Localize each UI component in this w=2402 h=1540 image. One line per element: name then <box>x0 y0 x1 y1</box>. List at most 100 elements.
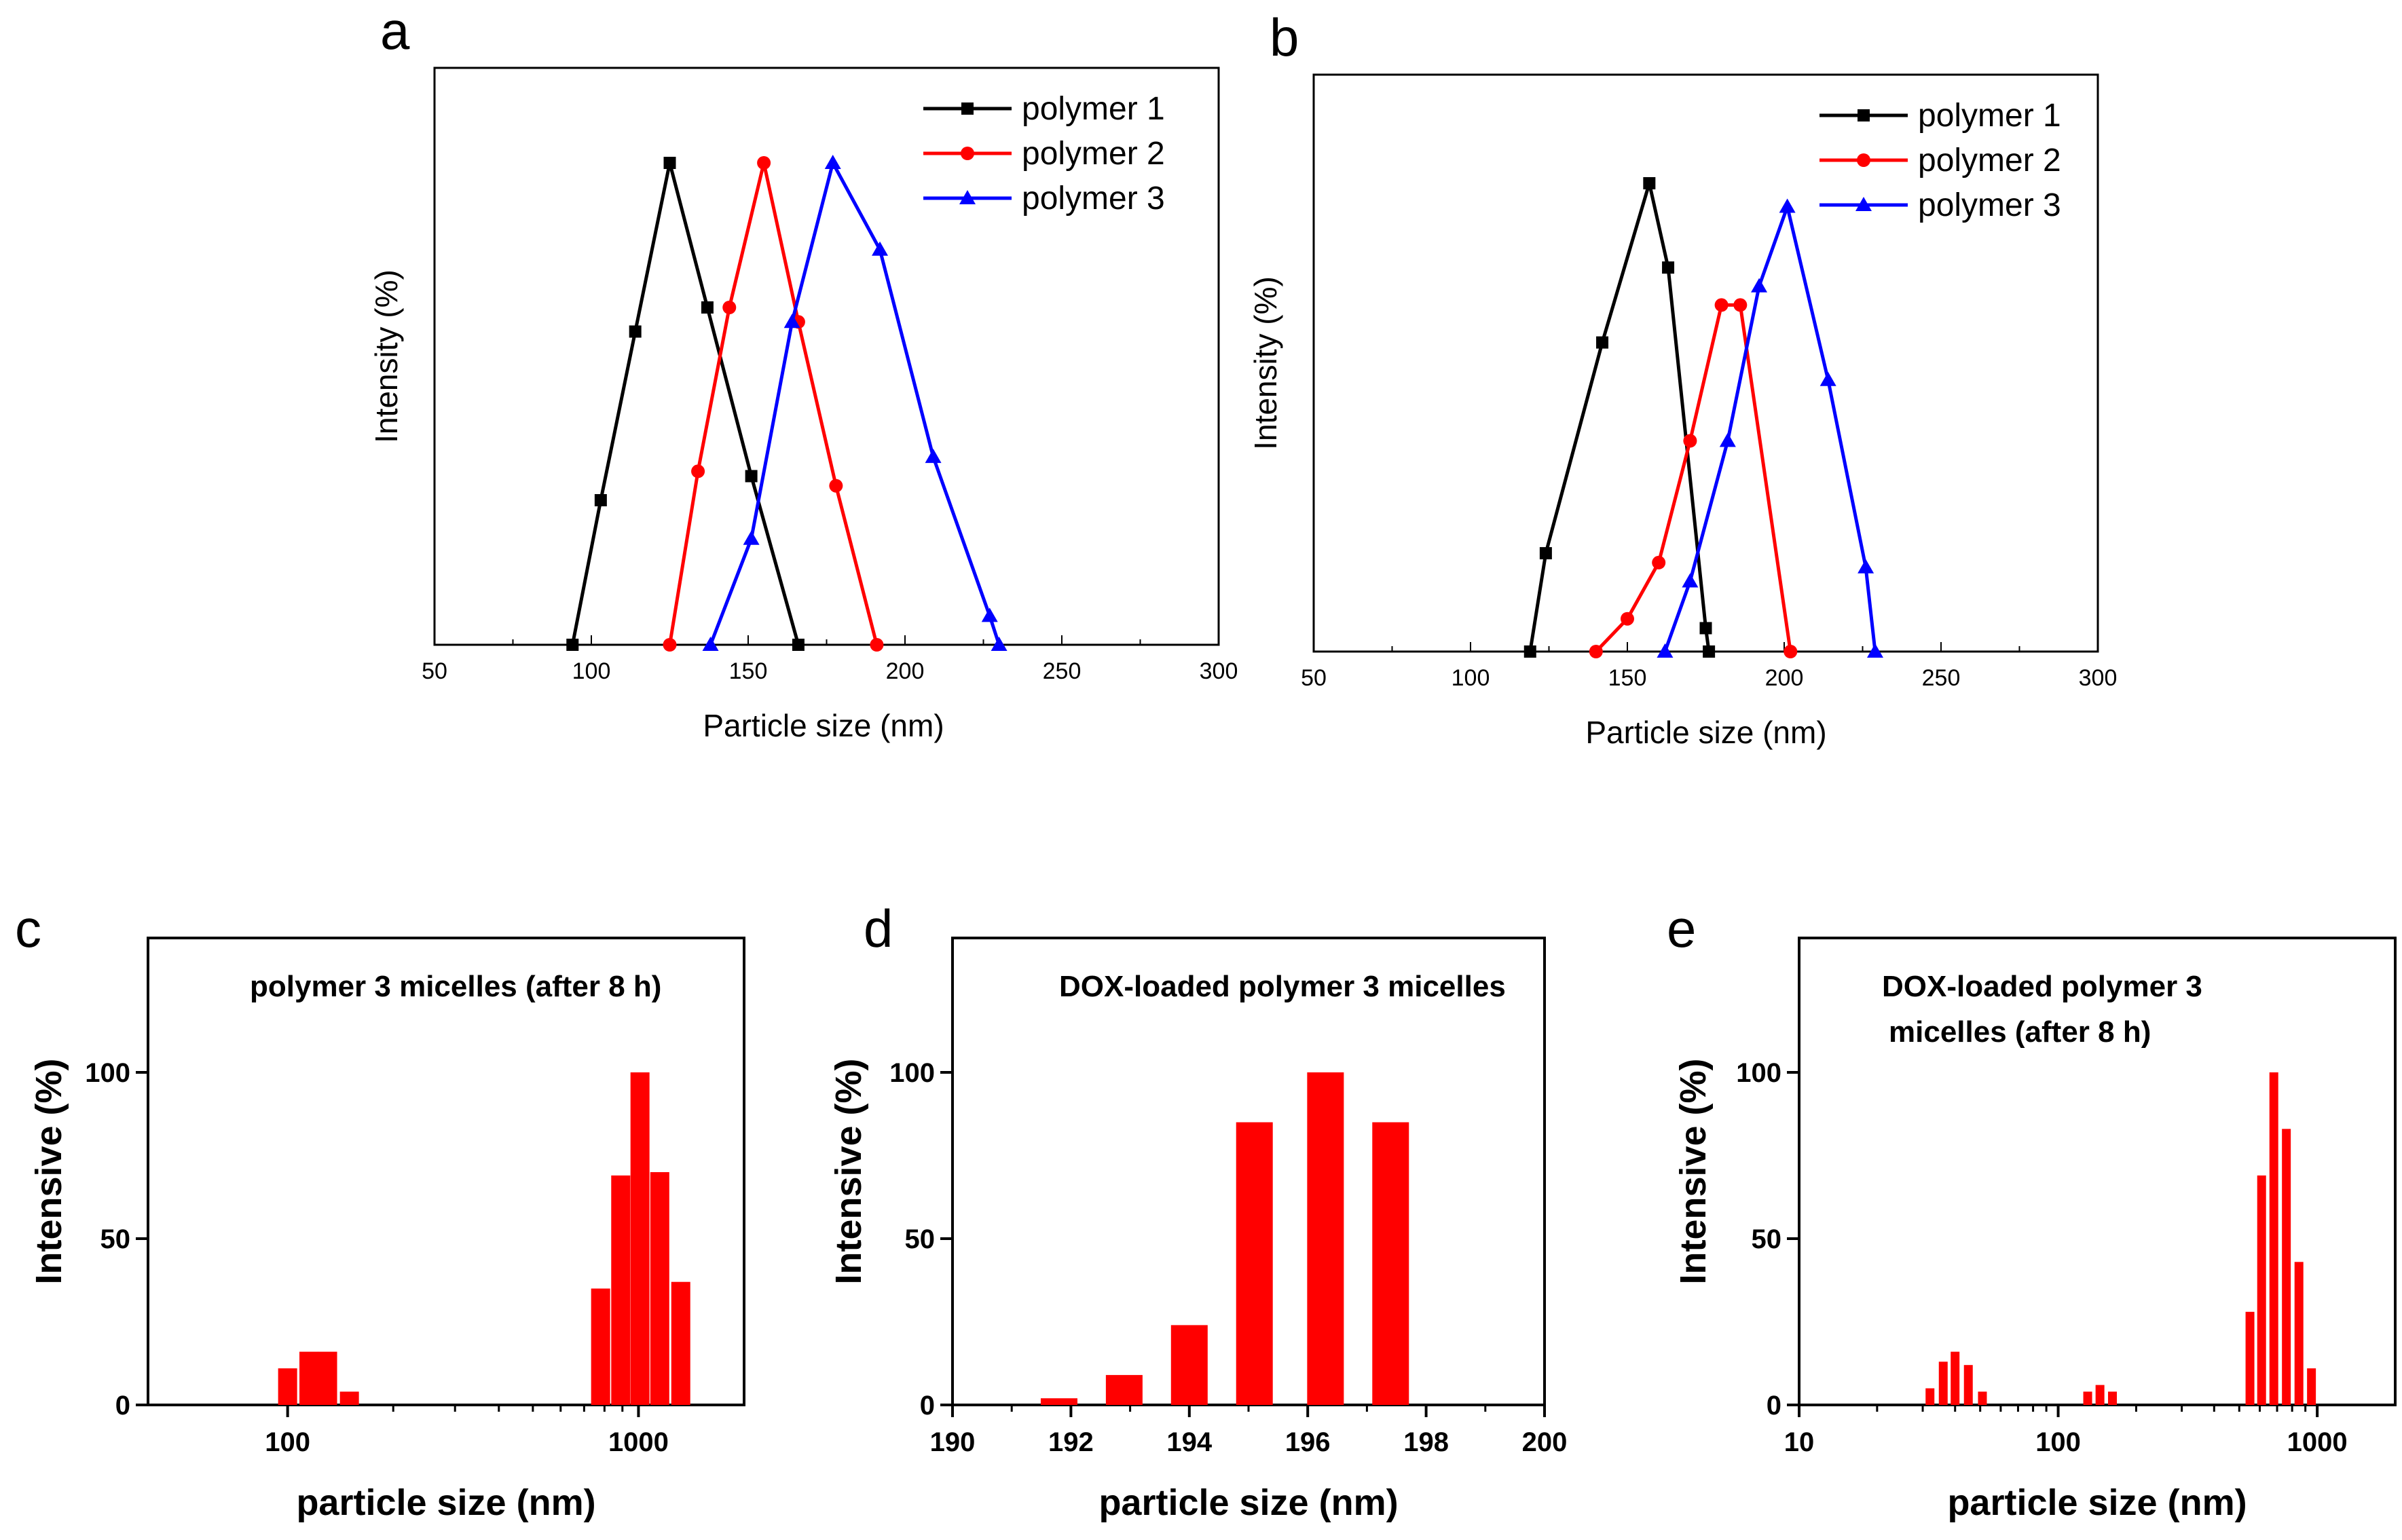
series-2-point <box>1652 555 1666 569</box>
plot-b-legend: polymer 1 polymer 2 polymer 3 <box>1819 98 2061 223</box>
plot-c-bars <box>278 1072 690 1405</box>
plot-c-bar <box>318 1351 337 1405</box>
series-3-line <box>709 161 1001 645</box>
plot-e-title-line2: micelles (after 8 h) <box>1889 1015 2151 1049</box>
series-3-point <box>743 530 760 545</box>
plot-d-xtick-label: 190 <box>930 1427 976 1457</box>
plot-c-xtick-label: 1000 <box>608 1427 669 1457</box>
series-3-line <box>1663 205 1877 652</box>
plot-d-bar <box>1236 1122 1273 1405</box>
plot-d-bar <box>1170 1325 1208 1405</box>
plot-e-bar <box>1938 1361 1948 1405</box>
plot-d-bar <box>1307 1072 1344 1405</box>
series-1-point <box>1703 645 1716 658</box>
legend-1-marker <box>961 102 974 115</box>
plot-b-ticks: 50 100 150 200 250 300 <box>1301 642 2117 691</box>
series-3-point <box>1719 432 1736 447</box>
series-1-point <box>745 470 758 483</box>
legend-3-marker <box>1855 197 1872 211</box>
plot-b-xlabel: Particle size (nm) <box>1585 715 1826 750</box>
series-2-point <box>1784 645 1798 658</box>
plot-a-xtick-label: 300 <box>1200 658 1238 684</box>
plot-a-xtick-label: 50 <box>422 658 447 684</box>
plot-c-bar <box>671 1281 690 1405</box>
plot-d-ticks: 190 192 194 196 198 200 0 50 100 <box>889 1058 1567 1457</box>
series-2-point <box>1683 434 1697 448</box>
legend-2-label: polymer 2 <box>1022 136 1165 172</box>
plot-d-title: DOX-loaded polymer 3 micelles <box>1059 970 1506 1003</box>
series-1-point <box>792 639 805 651</box>
panel-d-letter: d <box>864 899 893 958</box>
legend-1-label: polymer 1 <box>1918 98 2061 134</box>
plot-e-xlabel: particle size (nm) <box>1947 1482 2247 1523</box>
legend-2-marker <box>1857 153 1870 167</box>
plot-d-ytick-label: 0 <box>920 1391 935 1421</box>
series-3-point <box>783 314 800 328</box>
series-2-point <box>1733 298 1748 312</box>
plot-e-bar <box>2307 1368 2316 1405</box>
series-3-point <box>1858 559 1874 574</box>
plot-c-ytick-label: 50 <box>100 1224 131 1254</box>
plot-d-bar <box>1040 1398 1077 1405</box>
plot-a-xtick-label: 250 <box>1043 658 1082 684</box>
series-3-point <box>824 155 841 169</box>
series-1-point <box>594 494 607 506</box>
plot-a-xlabel: Particle size (nm) <box>703 708 944 743</box>
series-3-point <box>1779 198 1796 213</box>
plot-d-xtick-label: 198 <box>1403 1427 1449 1457</box>
series-3-point <box>981 607 998 622</box>
series-2-point <box>663 638 677 652</box>
plot-e-bar <box>1978 1391 1987 1405</box>
plot-d-xtick-label: 192 <box>1048 1427 1094 1457</box>
panel-a-letter: a <box>380 1 410 60</box>
plot-c-bar <box>299 1351 319 1405</box>
series-1-point <box>1699 622 1712 635</box>
series-3-point <box>702 637 719 651</box>
plot-c-bar <box>278 1368 297 1405</box>
plot-e-bar <box>2108 1391 2118 1405</box>
plot-b-ylabel: Intensity (%) <box>1248 276 1283 450</box>
series-1-point <box>1596 336 1609 349</box>
series-2-point <box>829 478 843 493</box>
series-1-point <box>1539 547 1552 560</box>
plot-d-ytick-label: 50 <box>905 1224 936 1254</box>
series-2-point <box>1714 298 1729 312</box>
plot-d-bar <box>1105 1374 1143 1405</box>
plot-a-xtick-label: 150 <box>729 658 768 684</box>
plot-e-bar <box>2095 1385 2105 1405</box>
series-3-point <box>1657 643 1674 658</box>
plot-e-bar <box>2294 1262 2304 1405</box>
plot-e-bar <box>1963 1365 1973 1405</box>
plot-d-xtick-label: 200 <box>1522 1427 1568 1457</box>
legend-1-marker <box>1858 109 1870 121</box>
series-3-point <box>872 241 889 256</box>
plot-e-xtick-label: 10 <box>1784 1427 1815 1457</box>
legend-3-label: polymer 3 <box>1918 187 2061 223</box>
plot-d-ytick-label: 100 <box>889 1058 935 1088</box>
plot-e-ytick-label: 0 <box>1767 1391 1781 1421</box>
plot-c-bar <box>611 1175 631 1405</box>
plot-e-bar <box>1951 1351 1960 1405</box>
panel-e-letter: e <box>1667 899 1696 958</box>
plot-b-xtick-label: 100 <box>1452 665 1490 691</box>
series-2-point <box>691 464 705 478</box>
plot-e-bar <box>2257 1175 2266 1405</box>
plot-e-bar <box>2269 1072 2278 1405</box>
plot-a-ylabel: Intensity (%) <box>369 269 404 443</box>
panel-c-letter: c <box>15 899 41 958</box>
plot-a-xtick-label: 100 <box>572 658 611 684</box>
panel-b-letter: b <box>1270 7 1299 67</box>
series-2-point <box>722 301 737 314</box>
series-3-point <box>1866 643 1883 658</box>
series-2-point <box>1621 612 1634 626</box>
plot-c-frame <box>147 937 745 1406</box>
plot-b-series <box>1523 177 1883 658</box>
legend-2-marker <box>961 147 974 160</box>
panel-d: d 190 192 194 196 198 200 0 50 100 DOX-loaded po… <box>828 899 1567 1523</box>
plot-e-ylabel: Intensive (%) <box>1673 1058 1714 1284</box>
series-1-point <box>701 301 714 314</box>
plot-b-xtick-label: 50 <box>1301 665 1327 691</box>
plot-b-xtick-label: 200 <box>1765 665 1804 691</box>
